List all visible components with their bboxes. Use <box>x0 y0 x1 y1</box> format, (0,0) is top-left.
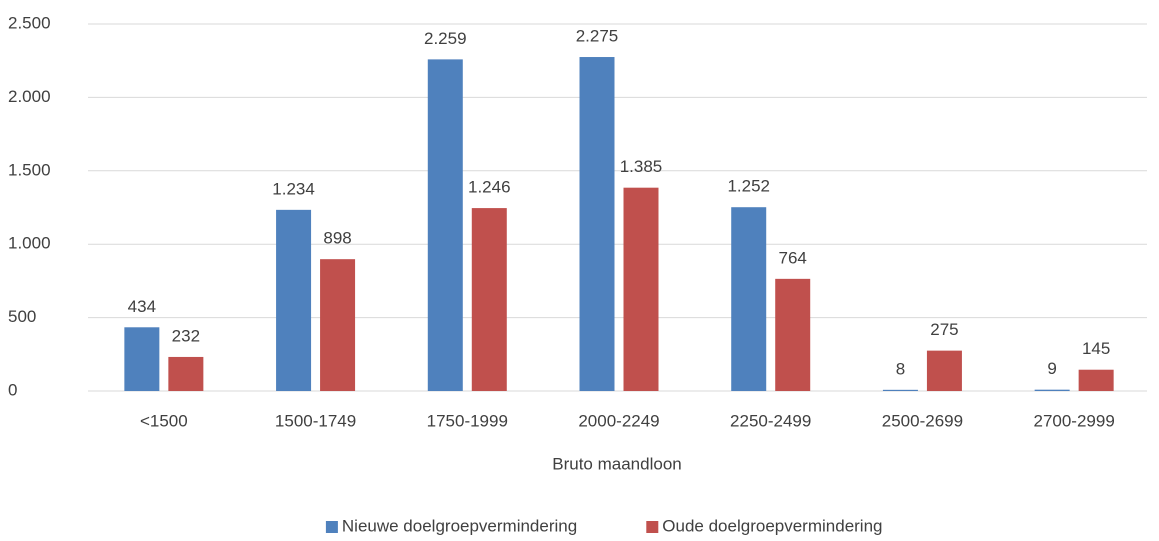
legend-label: Nieuwe doelgroepvermindering <box>342 516 577 535</box>
y-tick-label: 500 <box>8 307 36 326</box>
value-label: 764 <box>779 248 807 267</box>
x-tick-label: 2000-2249 <box>578 411 659 430</box>
bar <box>731 207 767 391</box>
x-tick-label: <1500 <box>140 411 188 430</box>
bar <box>168 356 204 391</box>
value-label: 232 <box>172 326 200 345</box>
bar <box>427 59 463 392</box>
bar <box>276 209 312 391</box>
y-tick-label: 1.500 <box>8 160 51 179</box>
legend-swatch <box>646 521 659 533</box>
value-label: 898 <box>323 229 351 248</box>
bar <box>1078 369 1114 391</box>
x-tick-label: 1500-1749 <box>275 411 356 430</box>
bar <box>775 278 811 391</box>
value-label: 275 <box>930 320 958 339</box>
legend-swatch <box>325 521 338 533</box>
x-tick-label: 2250-2499 <box>730 411 811 430</box>
bar <box>623 187 659 391</box>
x-tick-label: 2500-2699 <box>882 411 963 430</box>
y-tick-label: 1.000 <box>8 234 51 253</box>
bar <box>882 389 918 391</box>
bar <box>471 208 507 391</box>
value-label: 8 <box>896 359 905 378</box>
value-label: 2.275 <box>576 27 619 46</box>
value-label: 9 <box>1047 359 1056 378</box>
bar <box>320 259 356 391</box>
x-tick-label: 1750-1999 <box>427 411 508 430</box>
bar <box>579 57 615 391</box>
value-label: 2.259 <box>424 29 467 48</box>
value-label: 1.234 <box>272 179 315 198</box>
value-label: 434 <box>128 297 156 316</box>
bar <box>1034 389 1070 391</box>
legend-label: Oude doelgroepvermindering <box>662 516 882 535</box>
y-tick-label: 2.000 <box>8 87 51 106</box>
y-tick-label: 0 <box>8 380 17 399</box>
value-label: 145 <box>1082 339 1110 358</box>
value-label: 1.246 <box>468 178 511 197</box>
bar <box>926 350 962 391</box>
x-axis-label: Bruto maandloon <box>552 454 681 473</box>
value-label: 1.385 <box>620 157 663 176</box>
x-tick-label: 2700-2999 <box>1033 411 1114 430</box>
value-label: 1.252 <box>727 177 770 196</box>
y-tick-label: 2.500 <box>8 13 51 32</box>
bar <box>124 327 160 391</box>
